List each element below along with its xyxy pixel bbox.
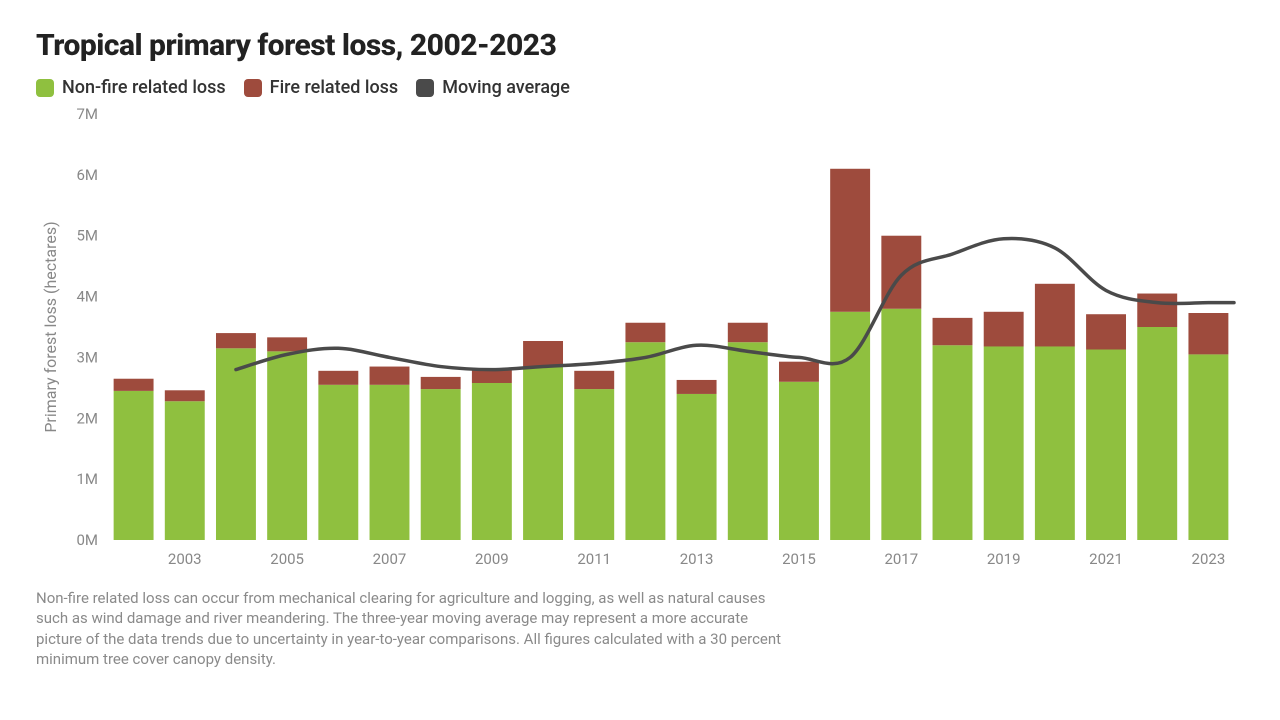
bar-nonfire	[216, 348, 256, 540]
swatch-nonfire	[36, 79, 54, 97]
bar-nonfire	[779, 382, 819, 540]
bar-fire	[318, 371, 358, 385]
x-tick-label: 2009	[475, 550, 509, 568]
bar-fire	[421, 377, 461, 389]
bar-fire	[779, 362, 819, 382]
bar-nonfire	[370, 385, 410, 540]
bar-fire	[114, 379, 154, 391]
bar-nonfire	[318, 385, 358, 540]
bar-nonfire	[114, 391, 154, 540]
y-axis-label: Primary forest loss (hectares)	[41, 221, 60, 432]
x-tick-label: 2017	[884, 550, 918, 568]
x-tick-label: 2023	[1192, 550, 1226, 568]
x-tick-label: 2019	[987, 550, 1021, 568]
chart-svg: 0M 1M 2M 3M 4M 5M 6M 7M Primary forest loss (hec…	[36, 108, 1244, 578]
bar-fire	[370, 367, 410, 385]
bar-nonfire	[881, 309, 921, 540]
bar-fire	[830, 169, 870, 312]
moving-average-line	[236, 238, 1234, 369]
y-tick-label: 5M	[76, 227, 98, 245]
bar-fire	[1137, 294, 1177, 327]
x-tick-label: 2021	[1089, 550, 1123, 568]
bar-nonfire	[165, 401, 205, 540]
bar-nonfire	[830, 312, 870, 540]
bar-fire	[933, 318, 973, 345]
bar-nonfire	[1188, 354, 1228, 540]
bar-fire	[574, 371, 614, 389]
bar-nonfire	[728, 342, 768, 540]
bar-nonfire	[677, 394, 717, 540]
x-tick-label: 2003	[168, 550, 202, 568]
legend-item-nonfire: Non-fire related loss	[36, 77, 226, 98]
bar-fire	[216, 333, 256, 348]
y-tick-label: 4M	[76, 288, 98, 306]
x-tick-label: 2005	[270, 550, 304, 568]
bar-nonfire	[1137, 327, 1177, 540]
bar-nonfire	[472, 383, 512, 540]
bar-fire	[728, 323, 768, 342]
y-tick-label: 7M	[76, 108, 98, 123]
legend-label-nonfire: Non-fire related loss	[62, 77, 226, 98]
bar-nonfire	[421, 389, 461, 540]
bar-fire	[984, 312, 1024, 347]
legend-label-movingavg: Moving average	[442, 77, 570, 98]
bar-nonfire	[574, 389, 614, 540]
bar-fire	[677, 380, 717, 394]
y-tick-label: 0M	[76, 531, 98, 549]
x-tick-label: 2007	[373, 550, 407, 568]
legend-label-fire: Fire related loss	[270, 77, 399, 98]
bar-nonfire	[933, 345, 973, 540]
chart-area: 0M 1M 2M 3M 4M 5M 6M 7M Primary forest loss (hec…	[36, 108, 1244, 578]
bar-nonfire	[625, 342, 665, 540]
swatch-movingavg	[416, 79, 434, 97]
swatch-fire	[244, 79, 262, 97]
y-tick-label: 6M	[76, 166, 98, 184]
x-tick-label: 2013	[680, 550, 714, 568]
y-tick-label: 3M	[76, 348, 98, 366]
legend-item-movingavg: Moving average	[416, 77, 570, 98]
bar-nonfire	[984, 346, 1024, 540]
chart-footnote: Non-fire related loss can occur from mec…	[36, 588, 796, 669]
y-tick-label: 2M	[76, 409, 98, 427]
legend-item-fire: Fire related loss	[244, 77, 399, 98]
x-tick-label: 2011	[577, 550, 611, 568]
bar-fire	[1086, 314, 1126, 349]
bar-fire	[523, 341, 563, 367]
bar-nonfire	[1086, 350, 1126, 540]
bar-nonfire	[1035, 346, 1075, 540]
bar-nonfire	[267, 351, 307, 540]
bar-fire	[165, 390, 205, 401]
x-tick-label: 2015	[782, 550, 816, 568]
bar-fire	[267, 337, 307, 351]
bar-fire	[1188, 313, 1228, 354]
bar-fire	[625, 323, 665, 342]
legend: Non-fire related loss Fire related loss …	[36, 77, 1244, 98]
bar-fire	[1035, 284, 1075, 347]
chart-title: Tropical primary forest loss, 2002-2023	[36, 28, 1244, 63]
y-tick-label: 1M	[76, 470, 98, 488]
bar-nonfire	[523, 367, 563, 540]
